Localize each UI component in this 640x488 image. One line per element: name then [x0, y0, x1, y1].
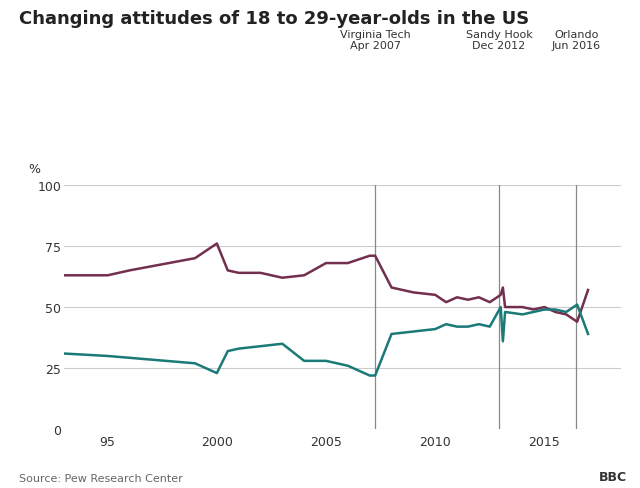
Text: Virginia Tech
Apr 2007: Virginia Tech Apr 2007	[340, 30, 410, 51]
Text: Orlando
Jun 2016: Orlando Jun 2016	[552, 30, 601, 51]
Text: %: %	[28, 163, 40, 176]
Text: BBC: BBC	[599, 470, 627, 483]
Text: Source: Pew Research Center: Source: Pew Research Center	[19, 473, 183, 483]
Text: Changing attitudes of 18 to 29-year-olds in the US: Changing attitudes of 18 to 29-year-olds…	[19, 10, 529, 28]
Text: Sandy Hook
Dec 2012: Sandy Hook Dec 2012	[465, 30, 532, 51]
